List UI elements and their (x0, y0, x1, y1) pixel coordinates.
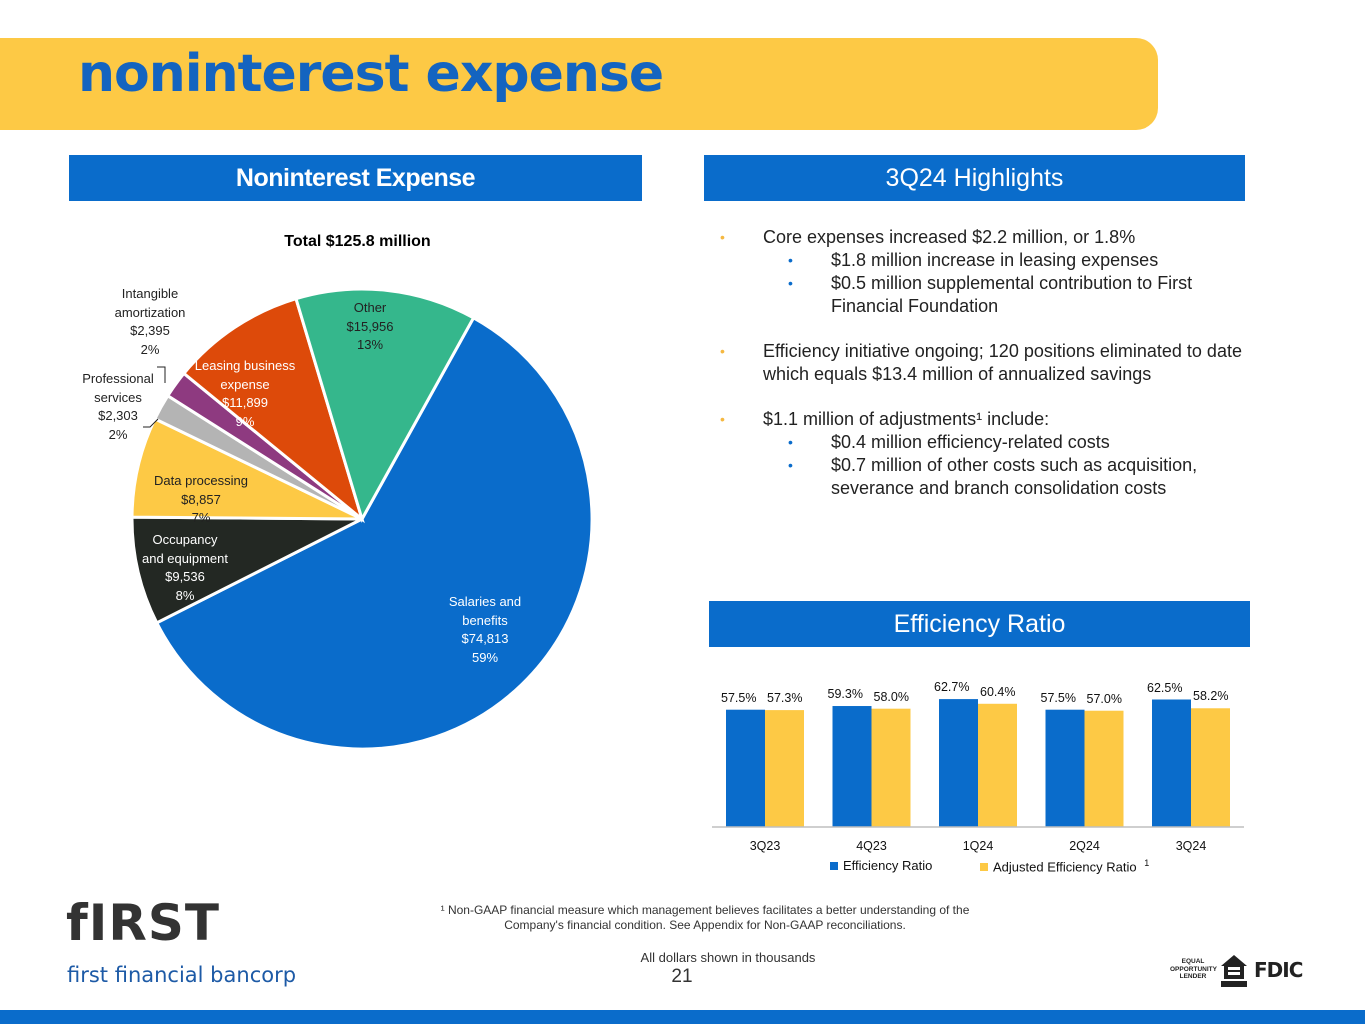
section-header-noninterest: Noninterest Expense (69, 155, 642, 201)
category-label: 1Q24 (962, 839, 994, 853)
footnote-line2: Company's financial condition. See Appen… (504, 918, 906, 932)
legend-swatch-blue (830, 862, 838, 870)
bar-value-label: 60.4% (980, 684, 1016, 699)
highlight-subitem: $1.8 million increase in leasing expense… (720, 249, 1260, 272)
logo-word: fIRST (66, 894, 220, 952)
bar-value-label: 57.5% (721, 690, 757, 705)
pie-leader-line (157, 366, 166, 383)
pie-label-leasing: Leasing business expense $11,899 9% (194, 358, 296, 429)
highlight-item: Core expenses increased $2.2 million, or… (720, 226, 1260, 249)
bottom-bar (0, 1010, 1365, 1024)
pie-label-other: Other $15,956 13% (346, 300, 394, 352)
pie-label-intangible: Intangible amortization $2,395 2% (114, 286, 186, 357)
page-title: noninterest expense (78, 44, 664, 104)
highlight-item: Efficiency initiative ongoing; 120 posit… (720, 340, 1260, 386)
highlight-subitem: $0.7 million of other costs such as acqu… (720, 454, 1260, 500)
highlight-subitem: $0.4 million efficiency-related costs (720, 431, 1260, 454)
bar-value-label: 58.2% (1193, 689, 1229, 704)
bar-efficiency-3q24 (1152, 699, 1191, 827)
pie-title: Total $125.8 million (284, 233, 431, 250)
bar-adjusted-1q24 (978, 703, 1017, 827)
title-band (0, 38, 1158, 130)
pie-chart (130, 287, 594, 751)
legend-efficiency: Efficiency Ratio (830, 858, 932, 873)
category-label: 3Q24 (1175, 839, 1207, 853)
legend-adjusted: Adjusted Efficiency Ratio 1 (980, 858, 1149, 874)
section-header-highlights: 3Q24 Highlights (704, 155, 1245, 201)
bar-efficiency-3q23 (726, 709, 765, 827)
bar-efficiency-2q24 (1045, 709, 1085, 827)
pie-slice-leasing-business-expense (181, 296, 365, 524)
first-logo: fIRST (66, 897, 220, 949)
pie-label-salaries: Salaries and benefits $74,813 59% (448, 594, 522, 665)
pie-slice-salaries-and-benefits (154, 315, 594, 751)
highlight-item: $1.1 million of adjustments¹ include: (720, 408, 1260, 431)
bar-adjusted-3q23 (765, 710, 804, 827)
legend-swatch-yellow (980, 863, 988, 872)
highlights-list: Core expenses increased $2.2 million, or… (720, 226, 1260, 500)
pie-label-professional-services: Professional services $2,303 2% (82, 371, 154, 442)
bar-value-label: 62.5% (1147, 680, 1183, 695)
bar-efficiency-4q23 (832, 706, 872, 827)
dollars-note: All dollars shown in thousands (640, 950, 816, 965)
pie-slice-other (294, 287, 476, 523)
brand-name: first financial bancorp (67, 963, 297, 987)
section-header-efficiency: Efficiency Ratio (709, 601, 1250, 647)
pie-label-occupancy: Occupancy and equipment $9,536 8% (141, 532, 228, 603)
pie-slice-occupancy-and-equipment (130, 515, 363, 625)
footnote-line1: ¹ Non-GAAP financial measure which manag… (440, 903, 970, 917)
category-label: 2Q24 (1069, 839, 1100, 853)
equal-opportunity-lender-badge: EQUAL OPPORTUNITY LENDER (1170, 958, 1217, 980)
bar-value-label: 57.0% (1086, 691, 1122, 706)
bar-value-label: 57.3% (767, 691, 803, 706)
equal-housing-icon (1221, 955, 1247, 987)
page-number: 21 (671, 966, 693, 987)
pie-label-data-processing: Data processing $8,857 7% (154, 473, 248, 525)
fdic-logo: FDIC (1254, 958, 1303, 982)
highlight-subitem: $0.5 million supplemental contribution t… (720, 272, 1260, 318)
bar-adjusted-4q23 (871, 708, 911, 827)
bar-value-label: 58.0% (873, 689, 909, 704)
bar-efficiency-1q24 (939, 699, 978, 827)
bar-adjusted-3q24 (1191, 708, 1230, 827)
pie-leader-line (143, 418, 159, 428)
bar-value-label: 57.5% (1040, 690, 1076, 705)
category-label: 3Q23 (749, 839, 781, 853)
bar-adjusted-2q24 (1084, 710, 1124, 827)
bar-value-label: 59.3% (827, 687, 863, 702)
pie-slice-data-processing (130, 416, 363, 521)
efficiency-bar-chart (712, 699, 1244, 828)
bar-value-label: 62.7% (934, 680, 970, 695)
category-label: 4Q23 (856, 839, 887, 853)
